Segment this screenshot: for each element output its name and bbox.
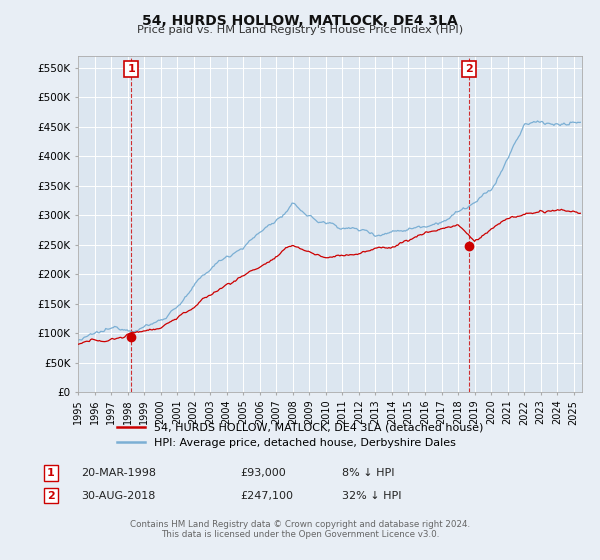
Text: 20-MAR-1998: 20-MAR-1998: [81, 468, 156, 478]
Text: £247,100: £247,100: [240, 491, 293, 501]
Text: 8% ↓ HPI: 8% ↓ HPI: [342, 468, 395, 478]
Text: £93,000: £93,000: [240, 468, 286, 478]
Text: 1: 1: [127, 64, 135, 74]
Text: 1: 1: [47, 468, 55, 478]
Text: 32% ↓ HPI: 32% ↓ HPI: [342, 491, 401, 501]
Text: 54, HURDS HOLLOW, MATLOCK, DE4 3LA: 54, HURDS HOLLOW, MATLOCK, DE4 3LA: [142, 14, 458, 28]
Text: Price paid vs. HM Land Registry's House Price Index (HPI): Price paid vs. HM Land Registry's House …: [137, 25, 463, 35]
Legend: 54, HURDS HOLLOW, MATLOCK, DE4 3LA (detached house), HPI: Average price, detache: 54, HURDS HOLLOW, MATLOCK, DE4 3LA (deta…: [112, 417, 488, 454]
Text: This data is licensed under the Open Government Licence v3.0.: This data is licensed under the Open Gov…: [161, 530, 439, 539]
Text: Contains HM Land Registry data © Crown copyright and database right 2024.: Contains HM Land Registry data © Crown c…: [130, 520, 470, 529]
Text: 2: 2: [465, 64, 473, 74]
Text: 30-AUG-2018: 30-AUG-2018: [81, 491, 155, 501]
Text: 2: 2: [47, 491, 55, 501]
